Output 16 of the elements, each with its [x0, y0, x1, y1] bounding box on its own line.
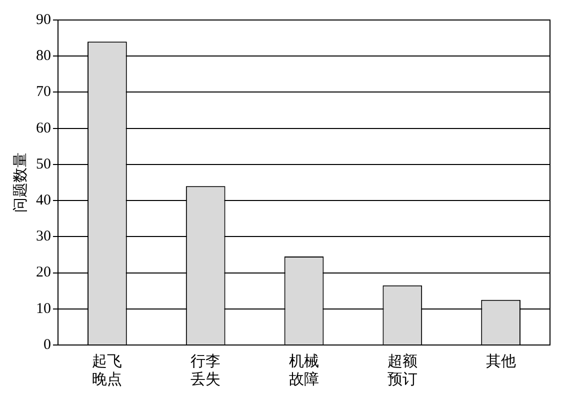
y-tick-label: 40: [36, 192, 51, 208]
x-tick-label: 其他: [486, 352, 516, 370]
y-tick-label: 10: [36, 300, 51, 317]
y-tick-label: 70: [36, 84, 51, 100]
y-axis-title: 问题数量: [12, 152, 29, 212]
y-tick-label: 90: [36, 12, 51, 28]
y-tick-label: 30: [36, 228, 51, 245]
y-tick-label: 80: [36, 48, 51, 64]
y-tick-label: 20: [36, 264, 51, 281]
y-tick-label: 60: [36, 120, 51, 136]
x-tick-label: 起飞晚点: [92, 352, 122, 388]
x-tick-label: 机械故障: [289, 352, 319, 388]
x-tick-label: 行李丢失: [190, 352, 221, 388]
x-tick-label: 超额预订: [387, 352, 418, 388]
y-tick-label: 50: [36, 156, 51, 172]
y-tick-label: 0: [44, 336, 51, 353]
